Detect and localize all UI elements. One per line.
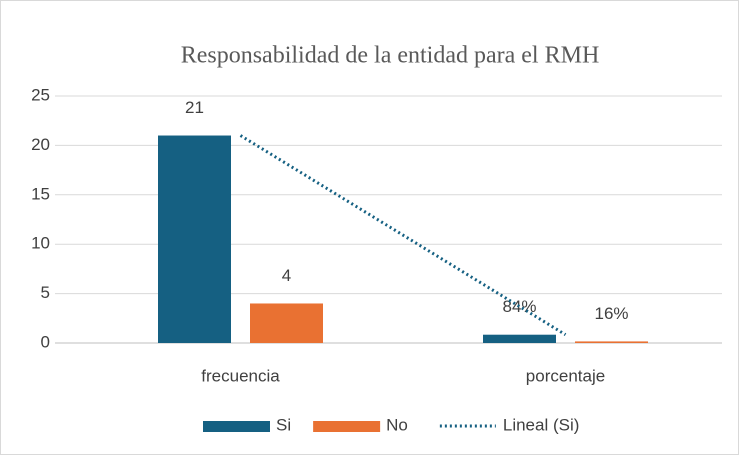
data-label: 84% <box>502 297 536 316</box>
data-label: 21 <box>185 98 204 117</box>
legend-label: Si <box>276 415 291 434</box>
trendline <box>239 134 567 336</box>
y-tick-label: 0 <box>41 332 50 351</box>
chart-title: Responsabilidad de la entidad para el RM… <box>181 43 600 69</box>
x-tick-label: porcentaje <box>526 366 605 385</box>
data-label: 16% <box>594 304 628 323</box>
data-label: 4 <box>282 266 291 285</box>
y-tick-label: 5 <box>41 283 50 302</box>
legend-label: No <box>386 415 408 434</box>
legend-label: Lineal (Si) <box>503 415 580 434</box>
bar <box>158 135 231 343</box>
legend-swatch <box>203 421 270 432</box>
y-tick-label: 15 <box>31 184 50 203</box>
y-tick-label: 10 <box>31 234 50 253</box>
legend-swatch <box>313 421 381 432</box>
bar <box>483 334 556 343</box>
x-tick-label: frecuencia <box>201 366 280 385</box>
y-tick-label: 20 <box>31 135 50 154</box>
bar <box>250 303 323 343</box>
y-tick-label: 25 <box>31 85 50 104</box>
bar <box>575 341 648 343</box>
